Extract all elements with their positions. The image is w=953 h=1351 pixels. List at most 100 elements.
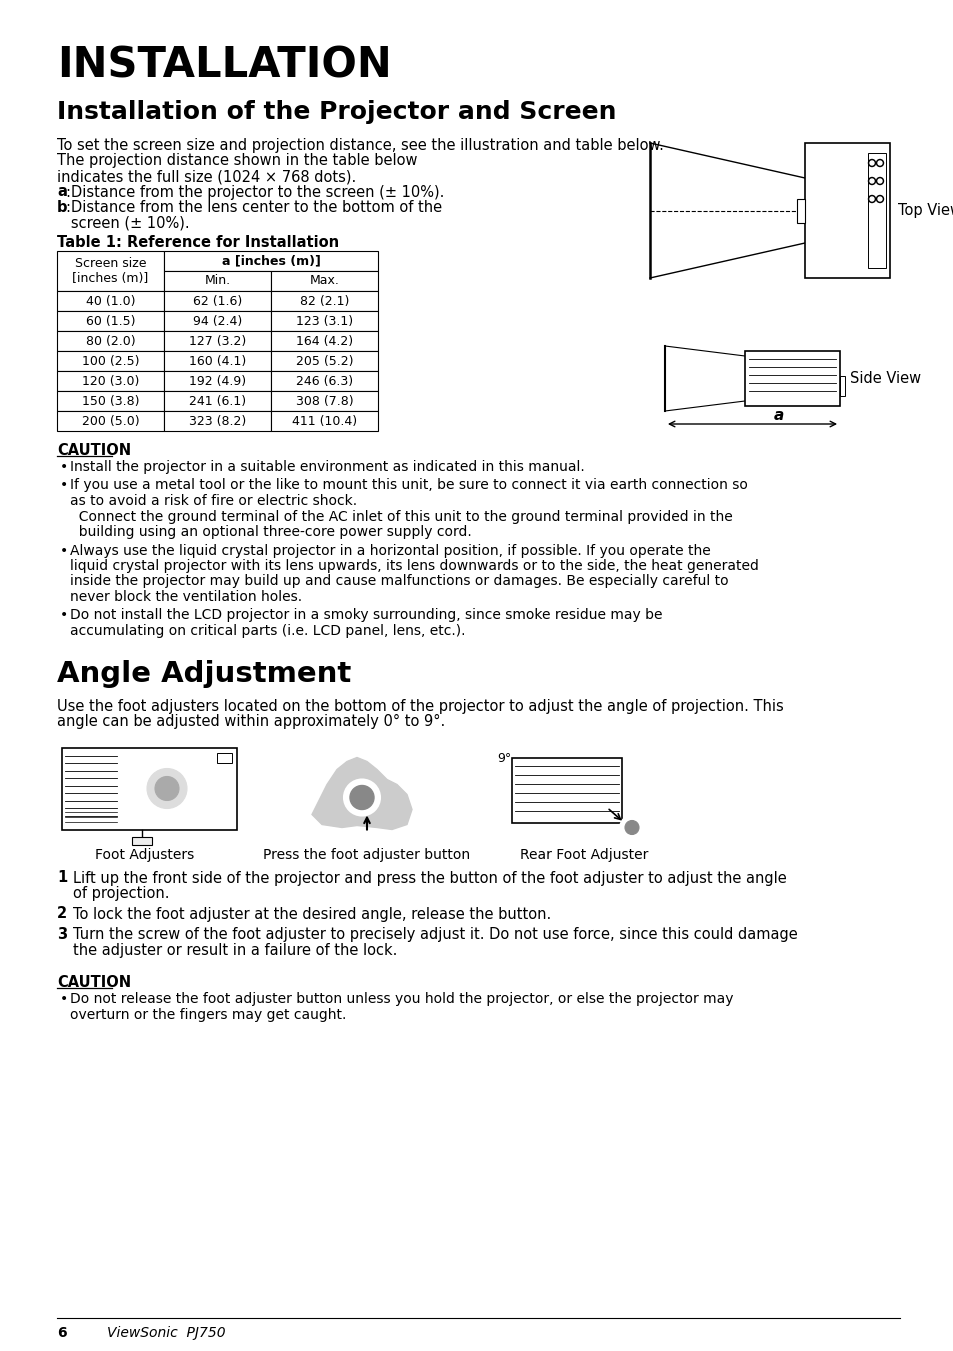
Text: 192 (4.9): 192 (4.9) bbox=[189, 374, 246, 388]
Bar bbox=[132, 836, 152, 844]
Bar bbox=[164, 372, 271, 390]
Text: 160 (4.1): 160 (4.1) bbox=[189, 354, 246, 367]
Text: 60 (1.5): 60 (1.5) bbox=[86, 315, 135, 327]
Circle shape bbox=[147, 769, 187, 808]
Circle shape bbox=[869, 161, 873, 165]
Text: 308 (7.8): 308 (7.8) bbox=[295, 394, 353, 408]
Text: overturn or the fingers may get caught.: overturn or the fingers may get caught. bbox=[70, 1008, 346, 1021]
Circle shape bbox=[867, 159, 875, 166]
Text: the adjuster or result in a failure of the lock.: the adjuster or result in a failure of t… bbox=[73, 943, 397, 958]
Circle shape bbox=[624, 820, 639, 835]
Bar bbox=[512, 758, 621, 823]
Text: If you use a metal tool or the like to mount this unit, be sure to connect it vi: If you use a metal tool or the like to m… bbox=[70, 478, 747, 493]
Text: :Distance from the projector to the screen (± 10%).: :Distance from the projector to the scre… bbox=[66, 185, 444, 200]
Circle shape bbox=[876, 196, 882, 203]
Circle shape bbox=[876, 159, 882, 166]
Text: a: a bbox=[773, 408, 783, 423]
Circle shape bbox=[619, 816, 643, 839]
Bar bbox=[804, 143, 889, 278]
Text: 205 (5.2): 205 (5.2) bbox=[295, 354, 353, 367]
Text: 127 (3.2): 127 (3.2) bbox=[189, 335, 246, 347]
Circle shape bbox=[877, 197, 882, 201]
Text: Always use the liquid crystal projector in a horizontal position, if possible. I: Always use the liquid crystal projector … bbox=[70, 543, 710, 558]
Text: Installation of the Projector and Screen: Installation of the Projector and Screen bbox=[57, 100, 616, 124]
Text: 246 (6.3): 246 (6.3) bbox=[295, 374, 353, 388]
Bar bbox=[271, 272, 377, 290]
Circle shape bbox=[867, 177, 875, 185]
Circle shape bbox=[154, 777, 179, 801]
Text: To set the screen size and projection distance, see the illustration and table b: To set the screen size and projection di… bbox=[57, 138, 663, 153]
Text: building using an optional three-core power supply cord.: building using an optional three-core po… bbox=[70, 526, 471, 539]
Bar bbox=[57, 411, 164, 431]
Text: a: a bbox=[57, 185, 67, 200]
Text: The projection distance shown in the table below: The projection distance shown in the tab… bbox=[57, 154, 417, 169]
Text: Do not install the LCD projector in a smoky surrounding, since smoke residue may: Do not install the LCD projector in a sm… bbox=[70, 608, 661, 623]
Text: of projection.: of projection. bbox=[73, 886, 170, 901]
Text: Table 1: Reference for Installation: Table 1: Reference for Installation bbox=[57, 235, 338, 250]
Text: Install the projector in a suitable environment as indicated in this manual.: Install the projector in a suitable envi… bbox=[70, 459, 584, 474]
Text: •: • bbox=[60, 608, 69, 623]
Text: Screen size
[inches (m)]: Screen size [inches (m)] bbox=[72, 257, 149, 285]
Text: 9°: 9° bbox=[497, 753, 511, 766]
Text: 6: 6 bbox=[57, 1325, 67, 1340]
Text: inside the projector may build up and cause malfunctions or damages. Be especial: inside the projector may build up and ca… bbox=[70, 574, 728, 589]
Bar bbox=[867, 153, 885, 267]
Text: 123 (3.1): 123 (3.1) bbox=[295, 315, 353, 327]
Bar bbox=[57, 390, 164, 411]
Text: as to avoid a risk of fire or electric shock.: as to avoid a risk of fire or electric s… bbox=[70, 494, 356, 508]
Text: ViewSonic  PJ750: ViewSonic PJ750 bbox=[107, 1325, 226, 1340]
Text: 82 (2.1): 82 (2.1) bbox=[299, 295, 349, 308]
Bar bbox=[164, 251, 377, 272]
Text: 323 (8.2): 323 (8.2) bbox=[189, 415, 246, 427]
Text: Max.: Max. bbox=[309, 274, 339, 288]
Bar bbox=[164, 351, 271, 372]
Text: b: b bbox=[57, 200, 68, 215]
Bar bbox=[271, 390, 377, 411]
Text: angle can be adjusted within approximately 0° to 9°.: angle can be adjusted within approximate… bbox=[57, 713, 445, 730]
Bar bbox=[216, 753, 232, 762]
Text: 3: 3 bbox=[57, 927, 67, 942]
Text: 164 (4.2): 164 (4.2) bbox=[295, 335, 353, 347]
Text: 411 (10.4): 411 (10.4) bbox=[292, 415, 356, 427]
Text: never block the ventilation holes.: never block the ventilation holes. bbox=[70, 590, 302, 604]
Text: 40 (1.0): 40 (1.0) bbox=[86, 295, 135, 308]
Text: •: • bbox=[60, 459, 69, 474]
Circle shape bbox=[877, 161, 882, 165]
Text: Min.: Min. bbox=[204, 274, 231, 288]
Polygon shape bbox=[312, 758, 412, 830]
Text: Rear Foot Adjuster: Rear Foot Adjuster bbox=[519, 847, 648, 862]
Text: Lift up the front side of the projector and press the button of the foot adjuste: Lift up the front side of the projector … bbox=[73, 870, 786, 885]
Circle shape bbox=[869, 178, 873, 182]
Bar bbox=[57, 290, 164, 311]
Text: INSTALLATION: INSTALLATION bbox=[57, 45, 392, 86]
Bar bbox=[840, 376, 844, 396]
Bar bbox=[57, 351, 164, 372]
Bar bbox=[62, 747, 236, 830]
Text: 80 (2.0): 80 (2.0) bbox=[86, 335, 135, 347]
Text: Press the foot adjuster button: Press the foot adjuster button bbox=[263, 847, 470, 862]
Circle shape bbox=[869, 197, 873, 201]
Bar bbox=[164, 311, 271, 331]
Circle shape bbox=[876, 177, 882, 185]
Text: Top View: Top View bbox=[897, 203, 953, 218]
Bar bbox=[57, 331, 164, 351]
Text: To lock the foot adjuster at the desired angle, release the button.: To lock the foot adjuster at the desired… bbox=[73, 907, 551, 921]
Bar bbox=[57, 251, 164, 290]
Text: screen (± 10%).: screen (± 10%). bbox=[57, 216, 190, 231]
Bar bbox=[271, 311, 377, 331]
Text: 150 (3.8): 150 (3.8) bbox=[82, 394, 139, 408]
Circle shape bbox=[867, 196, 875, 203]
Text: Use the foot adjusters located on the bottom of the projector to adjust the angl: Use the foot adjusters located on the bo… bbox=[57, 698, 783, 713]
Text: 241 (6.1): 241 (6.1) bbox=[189, 394, 246, 408]
Bar bbox=[271, 290, 377, 311]
Bar bbox=[164, 331, 271, 351]
Text: liquid crystal projector with its lens upwards, its lens downwards or to the sid: liquid crystal projector with its lens u… bbox=[70, 559, 758, 573]
Text: Angle Adjustment: Angle Adjustment bbox=[57, 661, 351, 689]
Text: •: • bbox=[60, 478, 69, 493]
Bar bbox=[164, 290, 271, 311]
Text: •: • bbox=[60, 992, 69, 1006]
Text: indicates the full size (1024 × 768 dots).: indicates the full size (1024 × 768 dots… bbox=[57, 169, 355, 184]
Bar bbox=[164, 272, 271, 290]
Text: 2: 2 bbox=[57, 907, 67, 921]
Text: Turn the screw of the foot adjuster to precisely adjust it. Do not use force, si: Turn the screw of the foot adjuster to p… bbox=[73, 927, 797, 942]
